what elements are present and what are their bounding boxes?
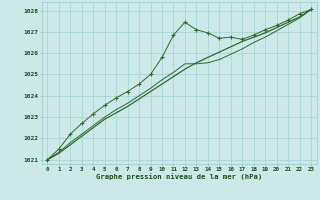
X-axis label: Graphe pression niveau de la mer (hPa): Graphe pression niveau de la mer (hPa) bbox=[96, 174, 262, 180]
